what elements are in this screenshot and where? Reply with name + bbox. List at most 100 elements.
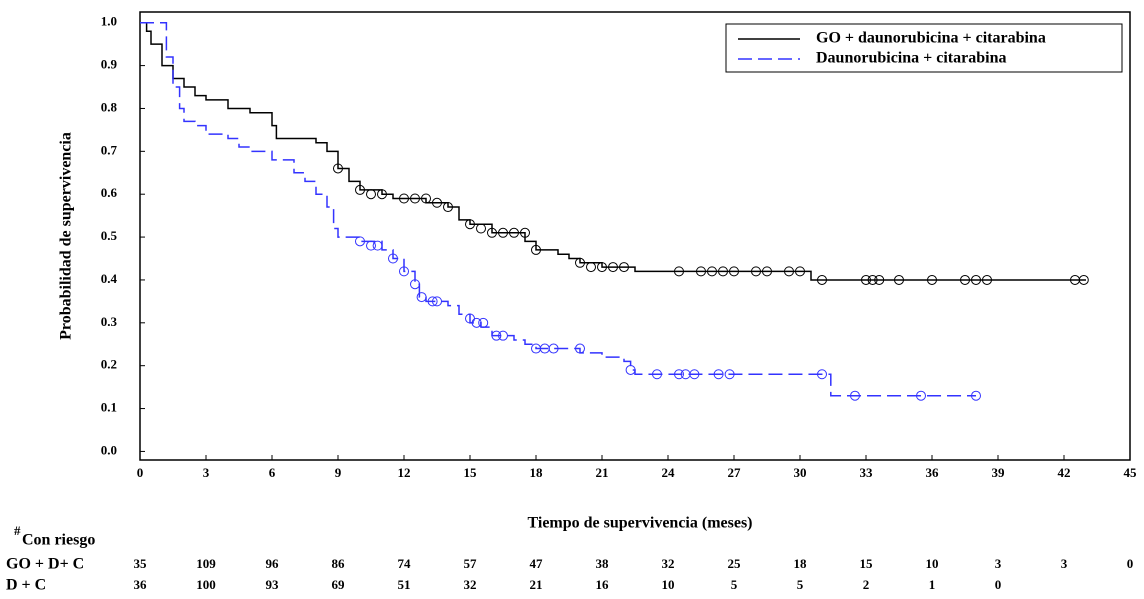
censor-mark <box>443 202 453 213</box>
y-tick-label: 0.1 <box>101 400 117 415</box>
at-risk-row-label: D + C <box>6 577 46 594</box>
x-tick-label: 33 <box>860 465 874 480</box>
at-risk-count: 74 <box>398 556 412 571</box>
at-risk-count: 21 <box>530 577 543 592</box>
censor-mark <box>498 227 508 238</box>
censor-mark <box>597 262 607 273</box>
censor-mark <box>971 390 981 401</box>
x-axis-title: Tiempo de supervivencia (meses) <box>527 515 752 532</box>
censor-mark <box>465 219 475 230</box>
censor-mark <box>724 369 735 380</box>
x-tick-label: 0 <box>137 465 144 480</box>
censor-mark <box>377 189 387 200</box>
censor-mark <box>471 317 482 328</box>
y-tick-label: 0.0 <box>101 442 117 457</box>
at-risk-count: 32 <box>464 577 477 592</box>
at-risk-count: 47 <box>530 556 544 571</box>
censor-mark <box>608 262 618 273</box>
censor-mark <box>548 343 559 354</box>
censor-mark <box>784 266 794 277</box>
censor-mark <box>388 253 398 264</box>
x-tick-label: 36 <box>926 465 940 480</box>
at-risk-title: Con riesgo <box>22 532 95 549</box>
y-tick-label: 0.6 <box>101 185 118 200</box>
x-tick-label: 42 <box>1058 465 1071 480</box>
censor-mark <box>674 266 684 277</box>
x-tick-label: 12 <box>398 465 411 480</box>
censor-mark <box>355 184 365 195</box>
x-tick-label: 6 <box>269 465 276 480</box>
censor-mark <box>498 330 508 341</box>
at-risk-count: 32 <box>662 556 675 571</box>
x-tick-label: 30 <box>794 465 807 480</box>
censor-mark <box>861 274 871 285</box>
censor-mark <box>696 266 706 277</box>
at-risk-count: 3 <box>995 556 1002 571</box>
censor-mark <box>762 266 772 277</box>
at-risk-count: 2 <box>863 577 870 592</box>
censor-mark <box>927 274 937 285</box>
y-tick-label: 0.2 <box>101 357 117 372</box>
censor-mark <box>652 369 662 380</box>
legend-label: Daunorubicina + citarabina <box>816 50 1006 67</box>
censor-mark <box>874 274 885 285</box>
censor-mark <box>491 330 502 341</box>
at-risk-count: 15 <box>860 556 874 571</box>
at-risk-count: 10 <box>662 577 675 592</box>
at-risk-count: 96 <box>266 556 280 571</box>
at-risk-count: 3 <box>1061 556 1068 571</box>
censor-mark <box>674 369 684 380</box>
censor-mark <box>894 274 904 285</box>
censor-mark <box>982 274 992 285</box>
censor-mark <box>427 296 438 307</box>
at-risk-count: 100 <box>196 577 216 592</box>
y-tick-label: 0.4 <box>101 271 118 286</box>
at-risk-count: 5 <box>797 577 804 592</box>
censor-mark <box>416 292 427 303</box>
at-risk-count: 57 <box>464 556 478 571</box>
at-risk-count: 25 <box>728 556 742 571</box>
x-tick-label: 21 <box>596 465 609 480</box>
x-tick-label: 15 <box>464 465 478 480</box>
x-tick-label: 27 <box>728 465 742 480</box>
at-risk-count: 36 <box>134 577 148 592</box>
censor-mark <box>366 240 376 251</box>
at-risk-count: 5 <box>731 577 738 592</box>
x-tick-label: 45 <box>1124 465 1138 480</box>
at-risk-count: 18 <box>794 556 808 571</box>
x-tick-label: 3 <box>203 465 210 480</box>
censor-mark <box>850 390 860 401</box>
at-risk-count: 0 <box>995 577 1002 592</box>
censor-mark <box>399 266 409 277</box>
x-tick-label: 18 <box>530 465 544 480</box>
censor-mark <box>476 223 486 234</box>
censor-mark <box>960 274 970 285</box>
y-axis-title: Probabilidad de supervivencia <box>58 132 75 340</box>
censor-mark <box>729 266 739 277</box>
censor-mark <box>795 266 805 277</box>
censor-mark <box>509 227 519 238</box>
at-risk-count: 93 <box>266 577 280 592</box>
censor-mark <box>713 369 724 380</box>
censor-mark <box>366 189 376 200</box>
at-risk-row-label: GO + D+ C <box>6 556 84 573</box>
at-risk-count: 86 <box>332 556 346 571</box>
censor-mark <box>355 236 365 247</box>
censor-mark <box>478 317 489 328</box>
x-tick-label: 9 <box>335 465 342 480</box>
at-risk-count: 35 <box>134 556 148 571</box>
at-risk-count: 10 <box>926 556 939 571</box>
at-risk-count: 38 <box>596 556 610 571</box>
censor-mark <box>586 262 596 273</box>
censor-mark <box>751 266 761 277</box>
y-tick-label: 0.3 <box>101 314 118 329</box>
y-tick-label: 0.9 <box>101 57 118 72</box>
censor-mark <box>410 193 420 204</box>
censor-mark <box>432 296 442 307</box>
censor-mark <box>421 193 431 204</box>
censor-mark <box>487 227 497 238</box>
at-risk-count: 69 <box>332 577 346 592</box>
at-risk-count: 51 <box>398 577 411 592</box>
plot-frame <box>139 11 1131 461</box>
